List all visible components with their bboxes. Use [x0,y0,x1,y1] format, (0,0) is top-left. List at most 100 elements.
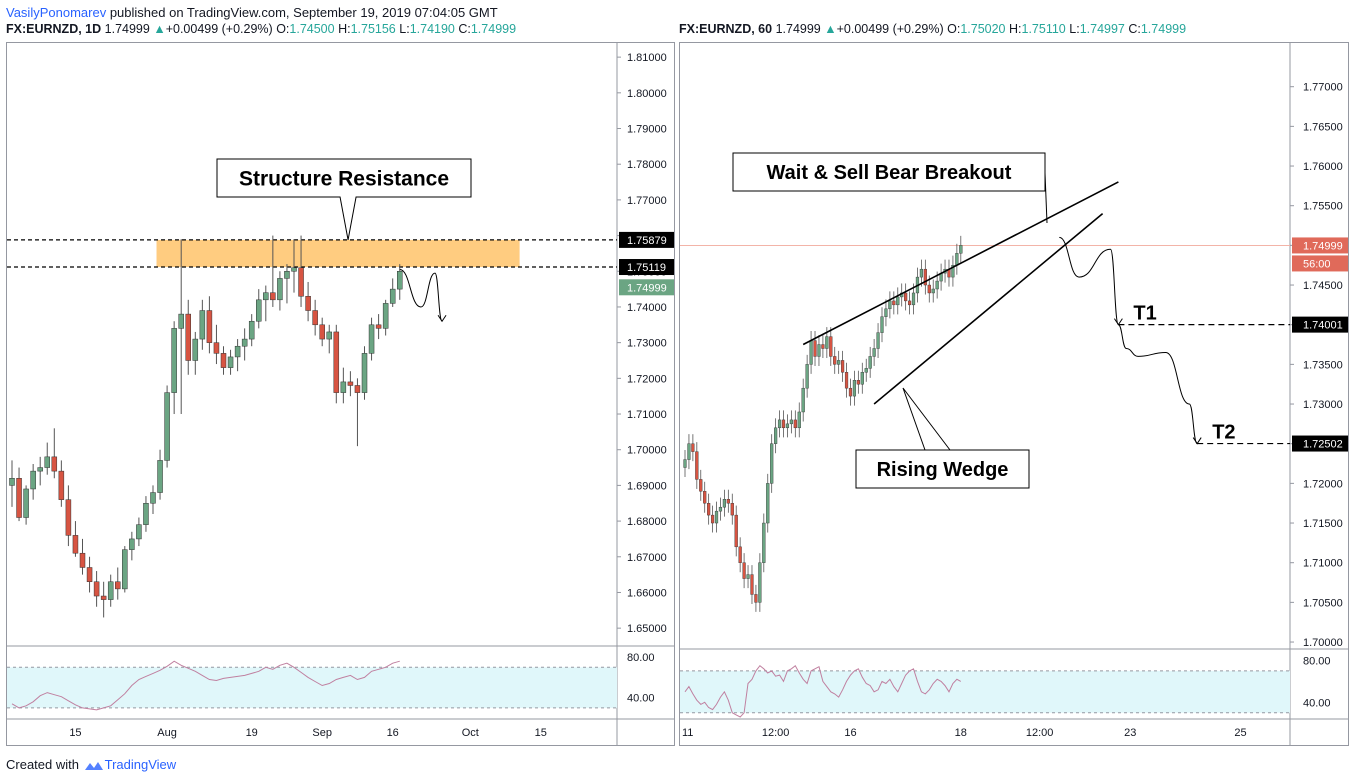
right-last: 1.74999 [775,22,821,36]
price-tick-label: 1.69000 [627,480,667,492]
candle [270,292,276,301]
candle [797,411,801,429]
candle [687,443,691,460]
rising-wedge-label: Rising Wedge [877,459,1009,481]
candle [813,340,817,357]
candle [86,567,93,583]
candle [758,562,762,603]
time-tick-label: 12:00 [762,727,790,739]
price-label: 1.74999 [1303,240,1343,252]
candle [227,356,234,368]
candle [774,427,778,444]
author-link[interactable]: VasilyPonomarev [6,5,107,20]
candle [220,353,227,368]
candle [699,479,703,492]
candle [896,296,900,306]
left-symbol-info: FX:EURNZD, 1D 1.74999 ▲+0.00499 (+0.29%)… [6,22,517,36]
candle [213,342,220,354]
candle [157,460,163,493]
candle [840,360,845,373]
time-tick-label: 15 [535,727,547,739]
price-tick-label: 1.75500 [1303,201,1343,213]
price-tick-label: 1.81000 [627,52,667,64]
candle [959,245,963,254]
candle [872,348,876,357]
left-high: 1.75156 [350,22,396,36]
time-tick-label: 11 [682,727,693,739]
right-high: 1.75110 [1021,22,1066,36]
left-interval: 1D [85,22,102,36]
price-tick-label: 1.74500 [1303,280,1343,292]
candle [856,380,860,385]
published-text: published on TradingView.com, September … [109,5,498,20]
left-change: +0.00499 (+0.29%) [165,22,273,36]
candle [333,331,340,393]
candle [848,387,853,397]
price-label-bg [619,259,674,276]
target-label: T2 [1212,422,1235,444]
candle [931,288,935,294]
candle [256,299,262,322]
candle [277,278,283,301]
candle [298,267,304,297]
candle [122,549,128,590]
time-tick-label: 15 [69,727,81,739]
rsi-tick-label: 80.00 [627,652,655,664]
price-tick-label: 1.72000 [627,373,667,385]
structure-resistance-label: Structure Resistance [239,168,449,191]
hourly-chart-panel[interactable]: T1 T2 Wait & Sell Bear Breakout Rising Wedg… [679,42,1349,746]
candle [844,372,849,389]
candle [738,546,742,563]
candle [801,387,805,413]
candle [107,581,114,600]
candle [860,372,864,385]
candle [695,451,699,480]
price-tick-label: 1.77000 [1303,82,1343,94]
price-tick-label: 1.66000 [627,587,667,599]
right-close: 1.74999 [1140,22,1187,36]
price-tick-label: 1.67000 [627,552,667,564]
candle [833,356,837,365]
price-label: 1.74999 [627,282,667,294]
price-label-bg [619,279,674,296]
daily-chart-svg[interactable]: Structure Resistance 1.81000 1.80000 1.7900… [7,43,674,745]
candle [789,419,793,425]
tradingview-logo-icon[interactable] [83,757,105,772]
candle [785,423,790,429]
candle [703,491,707,504]
candle [911,292,916,306]
time-tick-label: 25 [1234,727,1246,739]
candle [714,510,719,524]
daily-chart-panel[interactable]: Structure Resistance 1.81000 1.80000 1.7900… [6,42,675,746]
rsi-band [680,670,1290,713]
resistance-zone [156,239,520,268]
candle [955,253,959,266]
breakout-label-box [732,152,1046,192]
price-tick-label: 1.76500 [1303,121,1343,133]
price-label: 1.72502 [1303,439,1343,451]
candle [171,328,177,393]
candle [829,336,833,357]
left-symbol: FX:EURNZD [6,22,79,36]
price-tick-label: 1.77000 [627,195,667,207]
tradingview-link[interactable]: TradingView [104,757,177,772]
hourly-chart-svg[interactable]: T1 T2 Wait & Sell Bear Breakout Rising Wedg… [680,43,1348,745]
candle [284,271,290,279]
price-tick-label: 1.68000 [627,516,667,528]
price-label-bg [1292,255,1348,272]
candle [382,303,389,329]
candle [326,331,332,340]
candle [178,313,184,329]
time-tick-label: Sep [312,727,332,739]
rsi-tick-label: 40.00 [1303,697,1331,709]
rsi-tick-label: 40.00 [627,693,655,705]
time-tick-label: 23 [1124,727,1136,739]
price-tick-label: 1.73500 [1303,359,1343,371]
price-label: 1.75119 [627,262,666,274]
left-close: 1.74999 [470,22,517,36]
candle [852,380,857,397]
candle [718,506,723,512]
candle [37,467,43,472]
candle [821,344,825,349]
wedge-pointer [902,387,951,451]
